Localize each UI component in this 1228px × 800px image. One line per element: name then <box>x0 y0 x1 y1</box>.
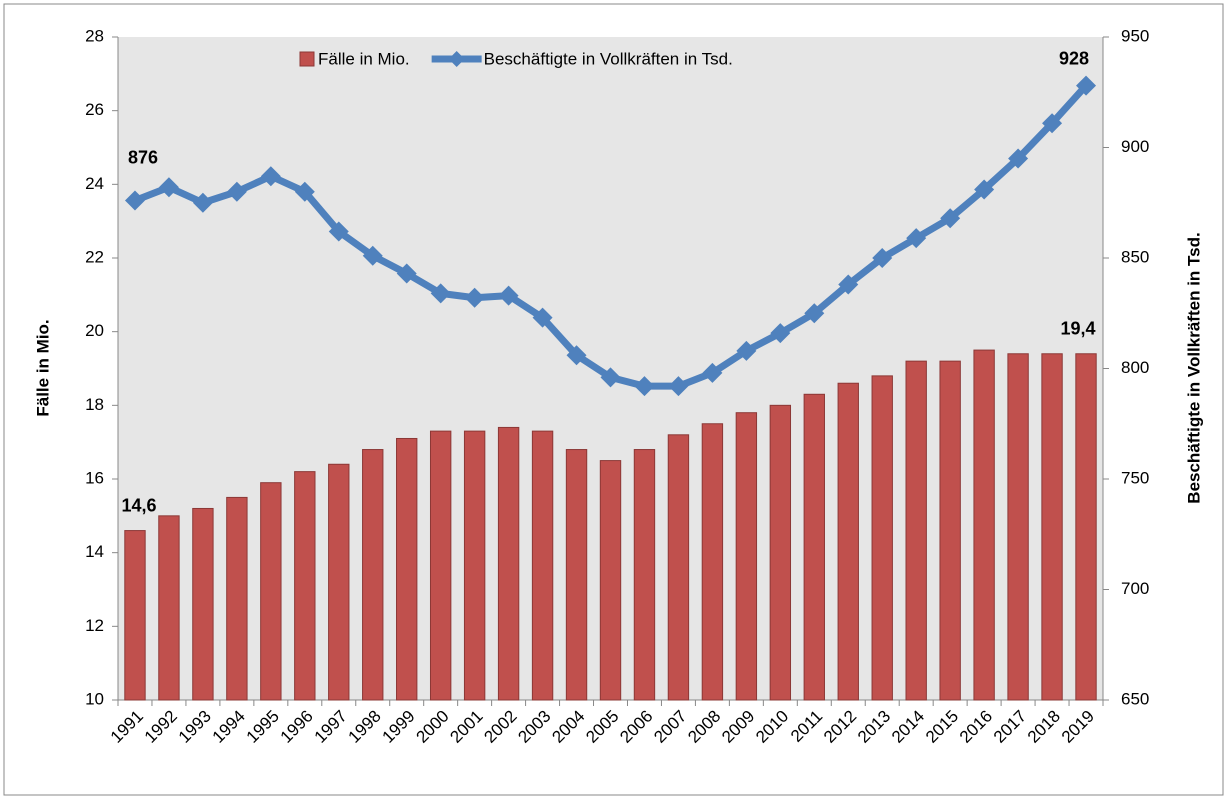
marker <box>702 362 723 383</box>
bar <box>497 426 520 701</box>
bar <box>667 434 690 701</box>
marker <box>566 345 587 366</box>
marker <box>260 166 281 187</box>
y-axis-title: Fälle in Mio. <box>33 319 52 416</box>
marker <box>498 285 519 306</box>
y-tick-label: 18 <box>85 395 104 414</box>
y-tick-label: 12 <box>85 616 104 635</box>
data-label: 876 <box>128 147 158 167</box>
marker <box>668 376 689 397</box>
marker <box>940 208 961 229</box>
legend-swatch <box>299 51 315 67</box>
bar <box>939 360 961 701</box>
bar <box>192 507 214 701</box>
marker <box>804 303 825 324</box>
y-tick-label: 14 <box>85 542 104 561</box>
marker <box>226 181 247 202</box>
data-label: 928 <box>1059 48 1089 68</box>
bar <box>735 412 758 701</box>
marker <box>430 283 451 304</box>
bar <box>328 463 350 701</box>
legend-label: Beschäftigte in Vollkräften in Tsd. <box>484 49 733 68</box>
y-tick-label: 22 <box>85 247 104 266</box>
data-label: 14,6 <box>121 495 156 515</box>
bar <box>769 404 792 701</box>
y-tick-label: 24 <box>85 174 104 193</box>
bar <box>701 423 724 701</box>
bar <box>1041 353 1063 701</box>
marker <box>906 228 927 249</box>
y-tick-label: 28 <box>85 26 104 45</box>
marker <box>124 190 145 211</box>
y-tick-label: 20 <box>85 321 104 340</box>
marker <box>158 177 179 198</box>
bar <box>260 482 282 701</box>
y2-tick-label: 650 <box>1121 689 1149 708</box>
marker <box>192 192 213 213</box>
y2-tick-label: 900 <box>1121 137 1149 156</box>
marker <box>974 179 995 200</box>
marker <box>362 245 383 266</box>
bar <box>837 382 859 701</box>
bar <box>1007 353 1029 701</box>
y-tick-label: 10 <box>85 689 104 708</box>
bar <box>1075 353 1097 701</box>
y-tick-label: 16 <box>85 468 104 487</box>
bar <box>871 375 893 701</box>
marker <box>464 287 485 308</box>
bar <box>294 471 316 701</box>
marker <box>1042 113 1063 134</box>
bar <box>158 515 180 701</box>
bar <box>463 430 486 701</box>
data-label: 19,4 <box>1060 319 1095 339</box>
marker <box>770 323 791 344</box>
y2-tick-label: 750 <box>1121 468 1149 487</box>
marker <box>328 221 349 242</box>
marker <box>294 181 315 202</box>
marker <box>600 367 621 388</box>
bar <box>396 437 418 701</box>
y2-axis-title: Beschäftigte in Vollkräften in Tsd. <box>1184 232 1203 503</box>
bar <box>565 449 588 701</box>
marker <box>1008 148 1029 169</box>
marker <box>872 248 893 268</box>
marker <box>1076 75 1097 96</box>
legend-label: Fälle in Mio. <box>318 49 410 68</box>
marker <box>532 307 553 328</box>
y2-tick-label: 950 <box>1121 26 1149 45</box>
marker <box>736 340 757 361</box>
y2-tick-label: 800 <box>1121 358 1149 377</box>
legend-marker <box>448 51 465 67</box>
bar <box>226 496 248 701</box>
bar <box>531 430 554 701</box>
marker <box>396 263 417 284</box>
y2-tick-label: 850 <box>1121 247 1149 266</box>
bar <box>905 360 927 701</box>
bar <box>599 460 622 701</box>
marker <box>838 274 859 295</box>
marker <box>634 376 655 397</box>
bar <box>429 430 452 701</box>
bar <box>633 449 656 701</box>
bar <box>362 449 384 701</box>
bar <box>124 530 146 701</box>
y-tick-label: 26 <box>85 100 104 119</box>
bar <box>803 393 825 701</box>
y2-tick-label: 700 <box>1121 579 1149 598</box>
bar <box>973 349 995 701</box>
